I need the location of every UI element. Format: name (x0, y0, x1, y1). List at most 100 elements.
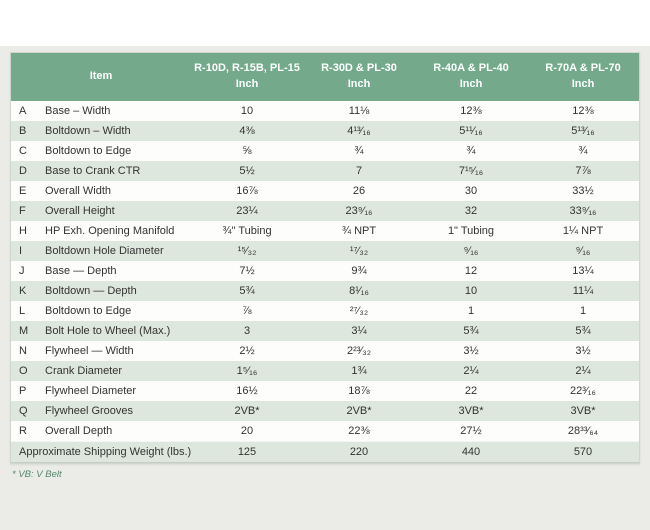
row-value: 1⁵⁄₁₆ (236, 365, 258, 377)
table-row: J Base — Depth 7½ 9¾ 12 13¼ (11, 261, 639, 281)
row-value: 5½ (239, 165, 255, 177)
table-body: A Base – Width 10 11⅛ 12⅜ 12⅜ B Boltdown – Widt… (11, 101, 639, 441)
row-label: Overall Depth (45, 425, 113, 437)
row-label: HP Exh. Opening Manifold (45, 225, 175, 237)
row-value: 26 (352, 185, 366, 197)
table-row: C Boltdown to Edge ⅝ ¾ ¾ ¾ (11, 141, 639, 161)
row-letter: H (19, 225, 27, 237)
row-value: 2¼ (463, 365, 479, 377)
unit-label: Inch (235, 78, 259, 90)
row-value: 5¾ (575, 325, 591, 337)
row-value: 23⁹⁄₁₆ (345, 205, 373, 217)
row-value: 9¾ (351, 265, 367, 277)
row-value: 7¹⁵⁄₁₆ (458, 165, 484, 177)
row-letter: R (19, 425, 27, 437)
table-row: O Crank Diameter 1⁵⁄₁₆ 1¾ 2¼ 2¼ (11, 361, 639, 381)
row-value: 27½ (460, 425, 482, 437)
row-letter: L (19, 305, 26, 317)
shipping-weight-row: Approximate Shipping Weight (lbs.) 125 2… (11, 441, 639, 463)
shipping-weight-value: 220 (349, 446, 369, 458)
row-value: 22 (464, 385, 478, 397)
row-letter: M (19, 325, 29, 337)
row-value: 3VB* (570, 405, 596, 417)
row-value: 1¼ NPT (562, 225, 604, 237)
row-value: ⁹⁄₁₆ (463, 245, 479, 257)
row-label: Crank Diameter (45, 365, 123, 377)
row-value: 1" Tubing (447, 225, 495, 237)
row-value: 28³³⁄₆₄ (567, 425, 599, 437)
unit-label: Inch (571, 78, 595, 90)
row-letter: I (19, 245, 23, 257)
row-value: 3½ (463, 345, 479, 357)
row-letter: N (19, 345, 27, 357)
unit-label: Inch (459, 78, 483, 90)
row-value: 2VB* (346, 405, 372, 417)
row-letter: O (19, 365, 28, 377)
table-row: A Base – Width 10 11⅛ 12⅜ 12⅜ (11, 101, 639, 121)
row-value: 1 (467, 305, 475, 317)
row-value: 10 (240, 105, 254, 117)
row-value: ⁹⁄₁₆ (575, 245, 591, 257)
row-label: Base – Width (45, 105, 111, 117)
row-value: ⅞ (242, 305, 252, 317)
row-value: ¾ (578, 145, 588, 157)
row-label: Flywheel Grooves (45, 405, 134, 417)
row-value: 1 (579, 305, 587, 317)
table-header-row: Item R-10D, R-15B, PL-15 Inch R-30D & PL… (11, 53, 639, 101)
row-letter: D (19, 165, 27, 177)
row-label: Boltdown to Edge (45, 145, 132, 157)
model-names: R-30D & PL-30 (321, 62, 397, 75)
row-label: Flywheel — Width (45, 345, 134, 357)
row-value: 8¹⁄₁₆ (349, 285, 369, 297)
row-value: ¾" Tubing (222, 225, 272, 237)
column-header-model-2: R-30D & PL-30 Inch (303, 55, 415, 99)
row-label: Base — Depth (45, 265, 117, 277)
row-value: ¹⁵⁄₃₂ (237, 245, 257, 257)
row-value: 2²³⁄₃₂ (346, 345, 372, 357)
row-letter: J (19, 265, 25, 277)
table-row: I Boltdown Hole Diameter ¹⁵⁄₃₂ ¹⁷⁄₃₂ ⁹⁄₁₆ ⁹⁄₁… (11, 241, 639, 261)
row-value: 5¾ (463, 325, 479, 337)
model-names: R-10D, R-15B, PL-15 (194, 62, 300, 75)
table-row: F Overall Height 23¼ 23⁹⁄₁₆ 32 33⁹⁄₁₆ (11, 201, 639, 221)
row-value: 7½ (239, 265, 255, 277)
spec-table: Item R-10D, R-15B, PL-15 Inch R-30D & PL… (10, 52, 640, 464)
page: Item R-10D, R-15B, PL-15 Inch R-30D & PL… (0, 46, 650, 530)
row-letter: A (19, 105, 27, 117)
model-names: R-70A & PL-70 (545, 62, 621, 75)
row-value: 18⅞ (348, 385, 370, 397)
shipping-weight-value: 125 (237, 446, 257, 458)
row-label: Overall Height (45, 205, 115, 217)
row-label: Boltdown Hole Diameter (45, 245, 164, 257)
vb-footnote: * VB: V Belt (12, 469, 62, 480)
table-row: B Boltdown – Width 4⅜ 4¹³⁄₁₆ 5¹¹⁄₁₆ 5¹³⁄₁₆ (11, 121, 639, 141)
row-value: 12⅜ (460, 105, 482, 117)
row-value: 33½ (572, 185, 594, 197)
row-value: ⅝ (242, 145, 252, 157)
table-row: Q Flywheel Grooves 2VB* 2VB* 3VB* 3VB* (11, 401, 639, 421)
table-row: E Overall Width 16⅞ 26 30 33½ (11, 181, 639, 201)
row-value: 1¾ (351, 365, 367, 377)
row-label: Boltdown to Edge (45, 305, 132, 317)
row-value: 22³⁄₁₆ (570, 385, 596, 397)
row-value: 3½ (575, 345, 591, 357)
row-value: 16½ (236, 385, 258, 397)
row-value: 20 (240, 425, 254, 437)
row-value: 2VB* (234, 405, 260, 417)
shipping-weight-label: Approximate Shipping Weight (lbs.) (19, 446, 192, 458)
row-value: 10 (464, 285, 478, 297)
row-value: 33⁹⁄₁₆ (569, 205, 597, 217)
row-letter: F (19, 205, 26, 217)
row-value: ¾ NPT (341, 225, 377, 237)
row-value: 11⅛ (348, 105, 370, 117)
row-value: 23¼ (236, 205, 258, 217)
column-header-model-4: R-70A & PL-70 Inch (527, 55, 639, 99)
row-letter: Q (19, 405, 28, 417)
row-value: 2½ (239, 345, 255, 357)
row-value: 13¼ (572, 265, 594, 277)
table-row: R Overall Depth 20 22⅜ 27½ 28³³⁄₆₄ (11, 421, 639, 441)
row-label: Bolt Hole to Wheel (Max.) (45, 325, 171, 337)
shipping-weight-value: 570 (573, 446, 593, 458)
row-value: 3 (243, 325, 251, 337)
table-row: D Base to Crank CTR 5½ 7 7¹⁵⁄₁₆ 7⅞ (11, 161, 639, 181)
